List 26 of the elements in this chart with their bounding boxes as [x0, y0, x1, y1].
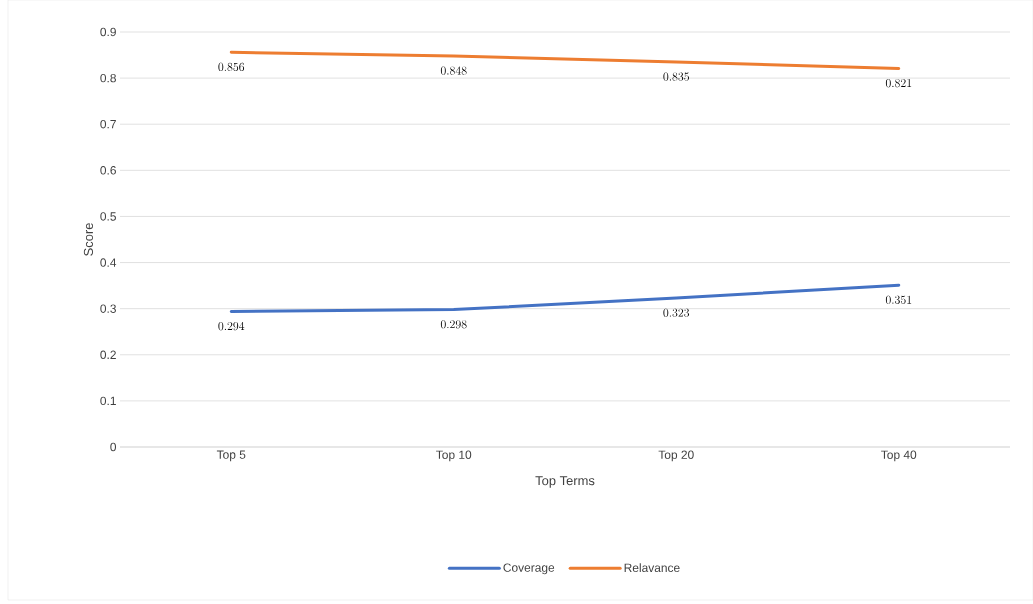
y-tick-label: 0.8: [100, 73, 116, 83]
x-tick-label: Top 20: [658, 450, 694, 462]
x-tick-label: Top 10: [436, 450, 472, 462]
y-tick-label: 0.5: [100, 212, 116, 221]
y-tick-label: 0: [110, 442, 117, 452]
y-tick-label: 0.6: [100, 166, 116, 175]
y-axis-title: Score: [83, 223, 94, 256]
data-label: 0.821: [885, 79, 912, 88]
y-tick-label: 0.1: [100, 396, 116, 406]
x-tick-label: Top 5: [216, 450, 246, 462]
y-tick-label: 0.3: [100, 304, 116, 313]
y-tick-label: 0.9: [100, 27, 116, 37]
data-label: 0.298: [440, 320, 467, 329]
data-label: 0.848: [440, 66, 467, 75]
data-label: 0.294: [218, 321, 245, 331]
data-label: 0.323: [663, 308, 690, 317]
legend-label: Relavance: [624, 563, 680, 573]
x-tick-label: Top 40: [881, 450, 917, 462]
legend-label: Coverage: [503, 563, 555, 575]
y-tick-label: 0.7: [100, 120, 116, 129]
y-tick-label: 0.4: [100, 258, 117, 267]
data-label: 0.856: [218, 62, 245, 72]
data-label: 0.351: [885, 295, 912, 304]
x-axis-title: Top Terms: [535, 476, 595, 488]
y-tick-label: 0.2: [100, 350, 116, 359]
data-label: 0.835: [663, 72, 689, 81]
